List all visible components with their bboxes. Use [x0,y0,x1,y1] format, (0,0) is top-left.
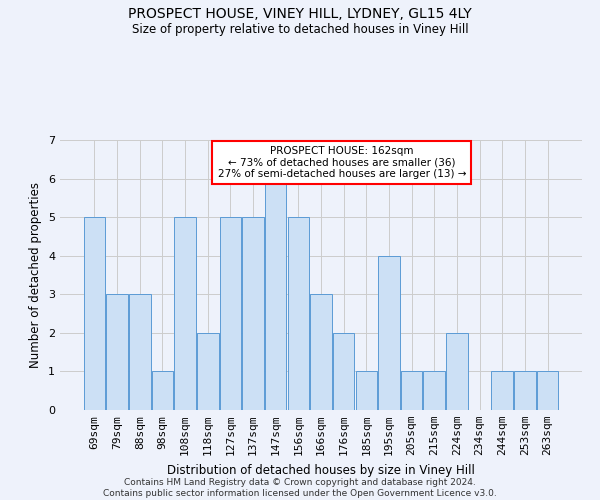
X-axis label: Distribution of detached houses by size in Viney Hill: Distribution of detached houses by size … [167,464,475,476]
Text: PROSPECT HOUSE: 162sqm
← 73% of detached houses are smaller (36)
27% of semi-det: PROSPECT HOUSE: 162sqm ← 73% of detached… [218,146,466,179]
Bar [106,294,128,410]
Bar [84,217,105,410]
Bar [242,217,264,410]
Bar [378,256,400,410]
Bar [265,178,286,410]
Text: Contains HM Land Registry data © Crown copyright and database right 2024.
Contai: Contains HM Land Registry data © Crown c… [103,478,497,498]
Bar [401,372,422,410]
Bar [491,372,513,410]
Bar [446,333,467,410]
Bar [424,372,445,410]
Text: PROSPECT HOUSE, VINEY HILL, LYDNEY, GL15 4LY: PROSPECT HOUSE, VINEY HILL, LYDNEY, GL15… [128,8,472,22]
Bar [537,372,558,410]
Y-axis label: Number of detached properties: Number of detached properties [29,182,43,368]
Bar [220,217,241,410]
Bar [197,333,218,410]
Bar [310,294,332,410]
Text: Size of property relative to detached houses in Viney Hill: Size of property relative to detached ho… [131,22,469,36]
Bar [175,217,196,410]
Bar [287,217,309,410]
Bar [333,333,355,410]
Bar [356,372,377,410]
Bar [129,294,151,410]
Bar [152,372,173,410]
Bar [514,372,536,410]
